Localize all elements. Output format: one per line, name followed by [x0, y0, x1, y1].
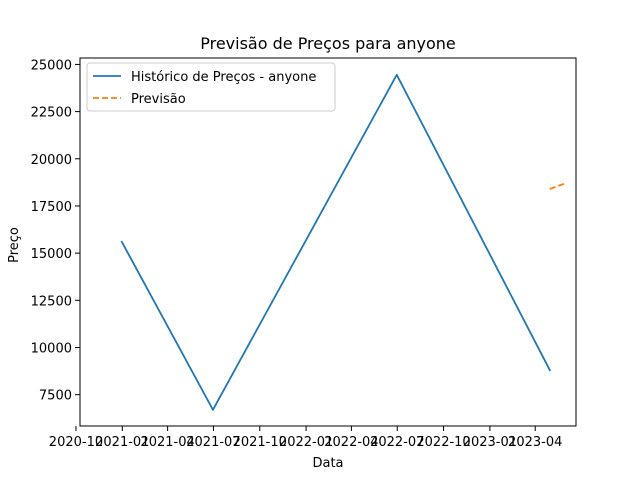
- legend-box: [86, 62, 336, 112]
- y-tick-label: 15000: [31, 247, 72, 262]
- x-tick-label: 2021-04: [140, 435, 194, 450]
- x-tick-label: 2022-10: [416, 435, 470, 450]
- x-tick-label: 2022-01: [279, 435, 333, 450]
- legend-label-previsao: Previsão: [131, 92, 186, 107]
- x-axis-label: Data: [312, 456, 343, 471]
- x-tick-label: 2022-07: [370, 435, 424, 450]
- legend-label-historico: Histórico de Preços - anyone: [131, 70, 316, 85]
- x-tick-label: 2021-07: [186, 435, 240, 450]
- legend: Histórico de Preços - anyone Previsão: [86, 62, 336, 112]
- y-tick-label: 22500: [31, 106, 72, 121]
- y-tick-label: 10000: [31, 341, 72, 356]
- y-tick-label: 12500: [31, 294, 72, 309]
- x-tick-label: 2023-04: [508, 435, 562, 450]
- y-tick-label: 7500: [39, 389, 72, 404]
- y-tick-label: 17500: [31, 200, 72, 215]
- x-tick-label: 2020-10: [49, 435, 103, 450]
- chart-title: Previsão de Preços para anyone: [200, 34, 456, 53]
- y-tick-label: 20000: [31, 153, 72, 168]
- x-axis: 2020-102021-012021-042021-072021-102022-…: [49, 426, 562, 450]
- x-tick-label: 2021-10: [233, 435, 287, 450]
- axes-frame: [79, 57, 577, 427]
- plot-area: [79, 57, 577, 427]
- y-axis: 7500 10000 12500 15000 17500 20000 22500 25000: [31, 58, 80, 404]
- series-line-historico: [120, 73, 552, 411]
- x-tick-label: 2023-01: [463, 435, 517, 450]
- series-line-previsao: [549, 182, 566, 190]
- y-axis-label: Preço: [7, 227, 22, 263]
- x-tick-label: 2022-04: [324, 435, 378, 450]
- y-tick-label: 25000: [31, 58, 72, 73]
- x-tick-label: 2021-01: [95, 435, 149, 450]
